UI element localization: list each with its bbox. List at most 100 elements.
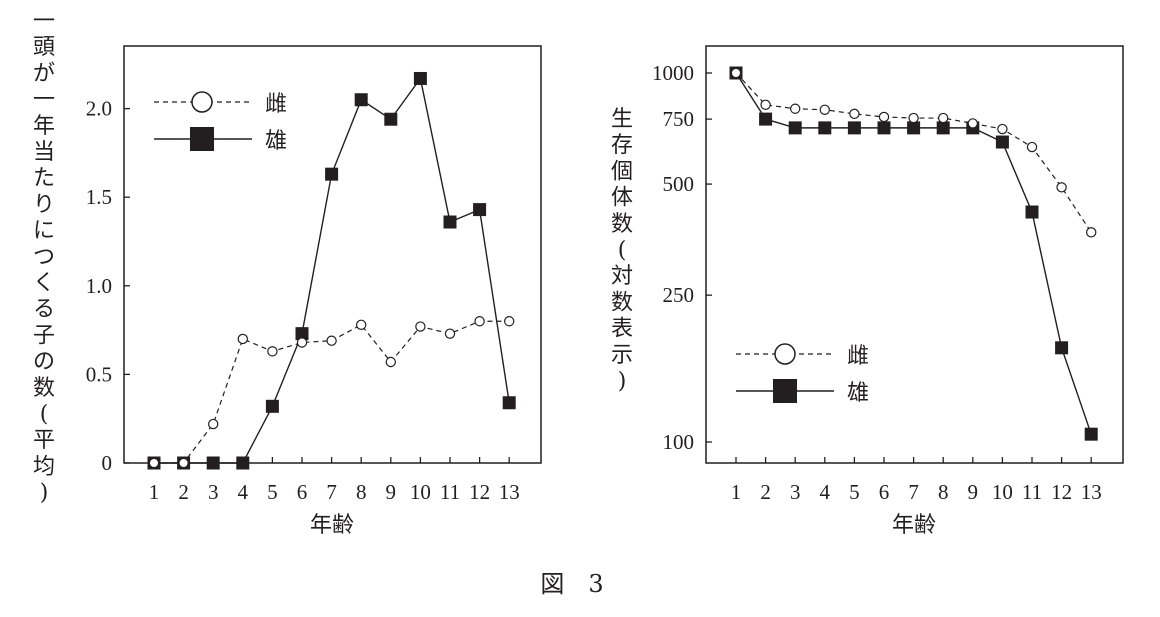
- legend-label-male: 雄: [847, 381, 869, 406]
- left-plot-frame: [123, 45, 542, 464]
- x-tick-label: 9: [386, 480, 397, 504]
- left-x-ticks: 1 2 3 4 5 6 7 8 9 10 11 12 13: [149, 457, 520, 504]
- y-tick-label: 1.0: [86, 274, 112, 298]
- x-tick-label: 1: [149, 480, 160, 504]
- female-data-point: [730, 67, 742, 79]
- male-data-point: [384, 112, 398, 126]
- female-data-point: [790, 103, 801, 114]
- left-series: [147, 71, 516, 470]
- female-data-point: [819, 104, 831, 115]
- x-tick-label: 13: [499, 480, 520, 504]
- x-tick-label: 4: [820, 480, 831, 504]
- legend-label-female: 雌: [265, 92, 287, 117]
- female-data-point: [385, 356, 396, 368]
- male-data-point: [325, 167, 339, 181]
- x-tick-label: 8: [356, 480, 367, 504]
- male-data-point: [473, 203, 487, 217]
- x-tick-label: 7: [908, 480, 919, 504]
- male-data-point: [936, 121, 950, 135]
- male-data-point: [1084, 427, 1098, 441]
- y-tick-label: 1.5: [86, 185, 112, 209]
- female-data-point: [148, 457, 160, 469]
- male-data-point: [1055, 341, 1069, 355]
- male-data-point: [759, 112, 773, 126]
- male-data-point: [995, 135, 1009, 149]
- legend-circle-icon: [774, 343, 796, 365]
- x-tick-label: 5: [849, 480, 860, 504]
- left-y-axis-label: 一頭が一年当たりにつくる子の数(平均): [33, 9, 55, 506]
- female-data-point: [504, 316, 515, 327]
- y-tick-label: 2.0: [86, 97, 112, 121]
- male-data-point: [354, 93, 368, 107]
- x-tick-label: 11: [440, 480, 460, 504]
- female-data-point: [415, 321, 426, 332]
- x-tick-label: 2: [760, 480, 771, 504]
- y-tick-label: 0: [102, 451, 113, 475]
- figure-caption: 図 3: [540, 570, 603, 598]
- female-data-point: [267, 346, 278, 357]
- male-data-point: [877, 121, 891, 135]
- legend-label-female: 雌: [847, 344, 869, 369]
- x-tick-label: 4: [238, 480, 249, 504]
- female-data-point: [178, 457, 189, 469]
- left-chart: 00.51.01.52.0 1 2 3 4 5 6 7 8 9 10 11 12 13 年齢 一頭が一年…: [33, 9, 542, 538]
- female-data-point: [474, 316, 485, 327]
- x-tick-label: 10: [992, 480, 1013, 504]
- right-y-axis-label: 生存個体数(対数表示): [611, 107, 633, 394]
- x-tick-label: 2: [178, 480, 189, 504]
- x-tick-label: 5: [267, 480, 278, 504]
- female-data-point: [760, 99, 771, 111]
- y-tick-label: 250: [663, 283, 695, 307]
- x-tick-label: 8: [938, 480, 949, 504]
- male-data-point: [413, 71, 427, 85]
- y-tick-label: 750: [663, 107, 695, 131]
- x-tick-label: 3: [208, 480, 219, 504]
- x-tick-label: 13: [1081, 480, 1102, 504]
- female-data-point: [908, 112, 919, 124]
- female-data-point: [237, 333, 248, 345]
- male-data-point: [788, 121, 802, 135]
- female-data-point: [967, 118, 979, 129]
- male-data-point: [295, 327, 309, 341]
- male-data-point: [265, 399, 279, 413]
- male-data-point: [206, 456, 220, 470]
- x-tick-label: 1: [731, 480, 742, 504]
- legend-circle-icon: [191, 91, 213, 113]
- left-y-ticks: 0 0.5 1.0 1.5 2.0: [86, 97, 130, 475]
- female-data-point: [1026, 141, 1038, 153]
- male-data-point: [907, 121, 921, 135]
- x-tick-label: 6: [297, 480, 308, 504]
- female-data-point: [1085, 227, 1097, 238]
- female-data-point: [326, 335, 337, 346]
- male-data-point: [847, 121, 861, 135]
- right-plot-frame: [705, 45, 1124, 464]
- x-tick-label: 7: [326, 480, 337, 504]
- y-tick-label: 1000: [652, 61, 694, 85]
- y-tick-label: 0.5: [86, 362, 112, 386]
- x-tick-label: 11: [1022, 480, 1042, 504]
- female-data-point: [849, 108, 860, 120]
- female-data-point: [207, 418, 219, 430]
- male-data-point: [1025, 205, 1039, 219]
- right-x-axis-label: 年齢: [892, 513, 936, 538]
- male-data-point: [443, 215, 457, 229]
- legend-label-male: 雄: [265, 129, 287, 154]
- y-tick-label: 100: [663, 430, 695, 454]
- female-data-point: [938, 112, 949, 124]
- right-series: [729, 66, 1098, 441]
- left-x-axis-label: 年齢: [310, 513, 354, 538]
- x-tick-label: 10: [410, 480, 431, 504]
- female-data-point: [1056, 182, 1067, 193]
- right-legend: 雌 雄: [736, 343, 869, 406]
- legend-square-icon: [773, 379, 797, 403]
- male-data-point: [818, 121, 832, 135]
- x-tick-label: 6: [879, 480, 890, 504]
- y-tick-label: 500: [663, 172, 695, 196]
- female-data-point: [444, 328, 456, 339]
- female-data-point: [356, 319, 367, 330]
- female-data-point: [296, 337, 308, 348]
- male-data-point: [236, 456, 250, 470]
- right-x-ticks: 1 2 3 4 5 6 7 8 9 10 11 12 13: [731, 457, 1102, 504]
